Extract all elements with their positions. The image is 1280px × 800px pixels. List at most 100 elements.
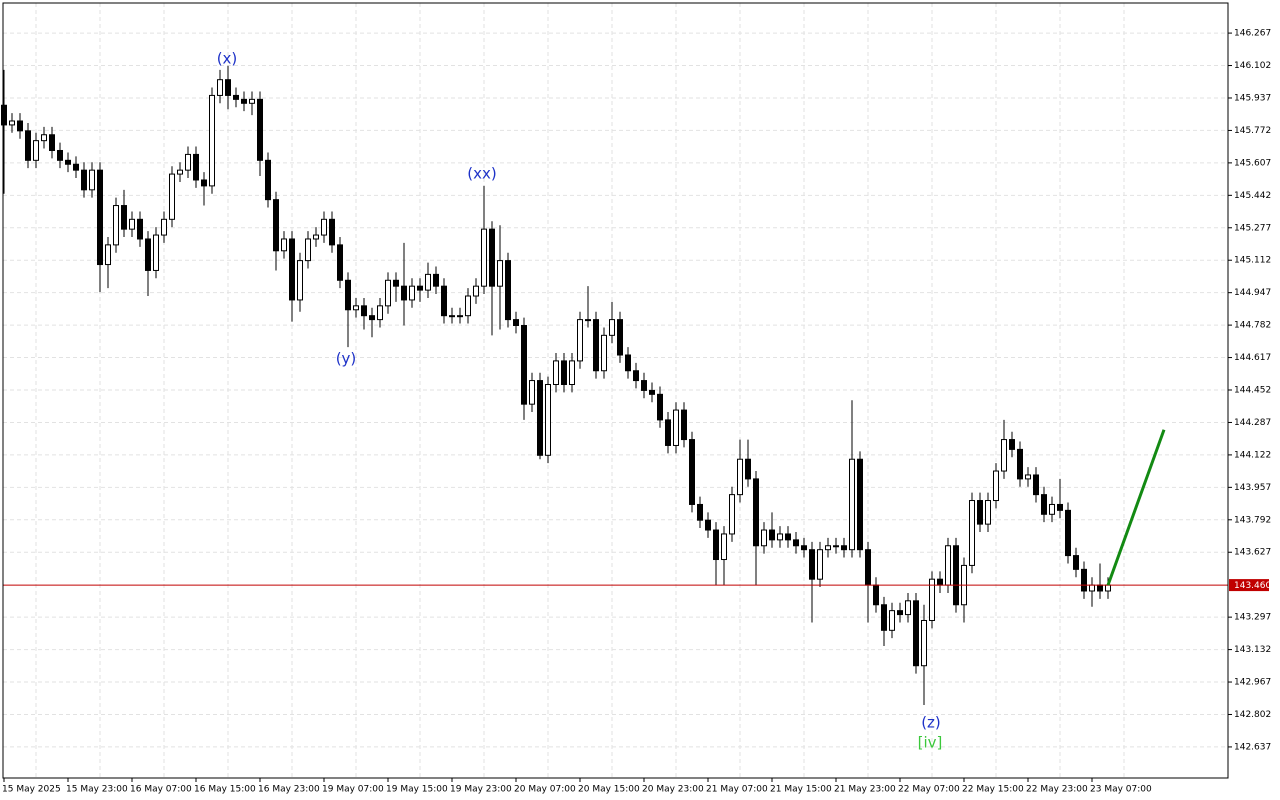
candle-body	[473, 285, 479, 297]
candle-body	[169, 173, 175, 220]
candle-body	[9, 120, 15, 126]
candle-body	[857, 458, 863, 551]
candle-body	[697, 503, 703, 521]
plot-frame	[2, 2, 1229, 779]
candle-body	[1097, 584, 1103, 592]
candle-body	[833, 545, 839, 548]
x-tick-label: 20 May 07:00	[514, 785, 576, 795]
candle-body	[953, 545, 959, 606]
candle-body	[1089, 584, 1095, 592]
candle-body	[137, 218, 143, 240]
candle-body	[729, 494, 735, 535]
candle-body	[841, 545, 847, 551]
y-tick-label: 143.297	[1234, 613, 1271, 623]
candle-body	[249, 98, 255, 104]
candle-body	[441, 285, 447, 317]
candle-body	[785, 533, 791, 541]
y-tick-label: 146.267	[1234, 29, 1271, 39]
candle-body	[313, 234, 319, 240]
candle-body	[217, 79, 223, 96]
candle-body	[689, 439, 695, 505]
candle-body	[129, 218, 135, 230]
x-tick-label: 15 May 23:00	[66, 785, 128, 795]
candle-body	[89, 169, 95, 191]
candle-body	[1065, 509, 1071, 557]
y-tick-label: 144.122	[1234, 450, 1271, 460]
x-tick-label: 19 May 15:00	[386, 785, 448, 795]
candle-body	[145, 238, 151, 271]
x-tick-label: 16 May 23:00	[258, 785, 320, 795]
candle-body	[497, 260, 503, 287]
y-tick-label: 146.102	[1234, 61, 1271, 71]
y-tick-label: 145.607	[1234, 158, 1271, 168]
candle-body	[793, 539, 799, 547]
candle-body	[993, 470, 999, 502]
candle-body	[889, 610, 895, 631]
candle-body	[73, 163, 79, 171]
candle-body	[761, 529, 767, 547]
y-tick-label: 142.967	[1234, 678, 1271, 688]
candle-body	[873, 584, 879, 606]
candle-body	[897, 610, 903, 616]
x-tick-label: 21 May 15:00	[770, 785, 832, 795]
candle-body	[601, 334, 607, 372]
candle-body	[393, 279, 399, 287]
candle-body	[665, 419, 671, 446]
candle-body	[409, 285, 415, 301]
candle-body	[329, 218, 335, 246]
candle-body	[553, 360, 559, 386]
candle-body	[905, 600, 911, 616]
candle-body	[489, 228, 495, 287]
candle-body	[297, 260, 303, 301]
candle-body	[1057, 503, 1063, 511]
forecast-line	[1106, 429, 1166, 586]
candle-body	[233, 94, 239, 100]
candle-body	[529, 380, 535, 405]
candle-body	[537, 380, 543, 456]
candle-body	[681, 409, 687, 441]
x-tick-label: 16 May 15:00	[194, 785, 256, 795]
y-tick-label: 143.957	[1234, 483, 1271, 493]
candle-body	[161, 218, 167, 236]
candle-body	[865, 549, 871, 586]
candle-body	[425, 273, 431, 291]
x-tick-label: 22 May 15:00	[962, 785, 1024, 795]
candle-body	[969, 500, 975, 566]
current-price-box	[1229, 579, 1269, 592]
candle-body	[817, 549, 823, 580]
candle-body	[809, 549, 815, 580]
candle-body	[457, 315, 463, 318]
candle-body	[929, 578, 935, 621]
candle-body	[25, 130, 31, 161]
candle-body	[377, 305, 383, 321]
y-tick-label: 145.442	[1234, 191, 1271, 201]
candle-body	[33, 140, 39, 161]
candle-body	[257, 98, 263, 161]
candle-body	[937, 578, 943, 586]
candle-body	[185, 153, 191, 171]
candle-body	[417, 285, 423, 291]
candle-body	[1001, 439, 1007, 472]
x-tick-label: 20 May 15:00	[578, 785, 640, 795]
candle-body	[673, 409, 679, 446]
candle-body	[273, 199, 279, 252]
candle-body	[449, 315, 455, 318]
candle-body	[641, 380, 647, 391]
candle-body	[321, 218, 327, 236]
candle-body	[481, 228, 487, 287]
candle-body	[105, 244, 111, 266]
x-tick-label: 19 May 23:00	[450, 785, 512, 795]
y-tick-label: 143.132	[1234, 645, 1271, 655]
candle-body	[505, 260, 511, 321]
wave-label: (xx)	[467, 165, 496, 183]
candle-body	[1017, 448, 1023, 480]
candle-body	[801, 545, 807, 551]
y-tick-label: 144.947	[1234, 288, 1271, 298]
y-tick-label: 144.617	[1234, 353, 1271, 363]
candle-body	[337, 244, 343, 281]
candle-body	[745, 458, 751, 480]
candle-body	[49, 134, 55, 151]
y-tick-label: 145.937	[1234, 93, 1271, 103]
y-tick-label: 143.627	[1234, 548, 1271, 558]
